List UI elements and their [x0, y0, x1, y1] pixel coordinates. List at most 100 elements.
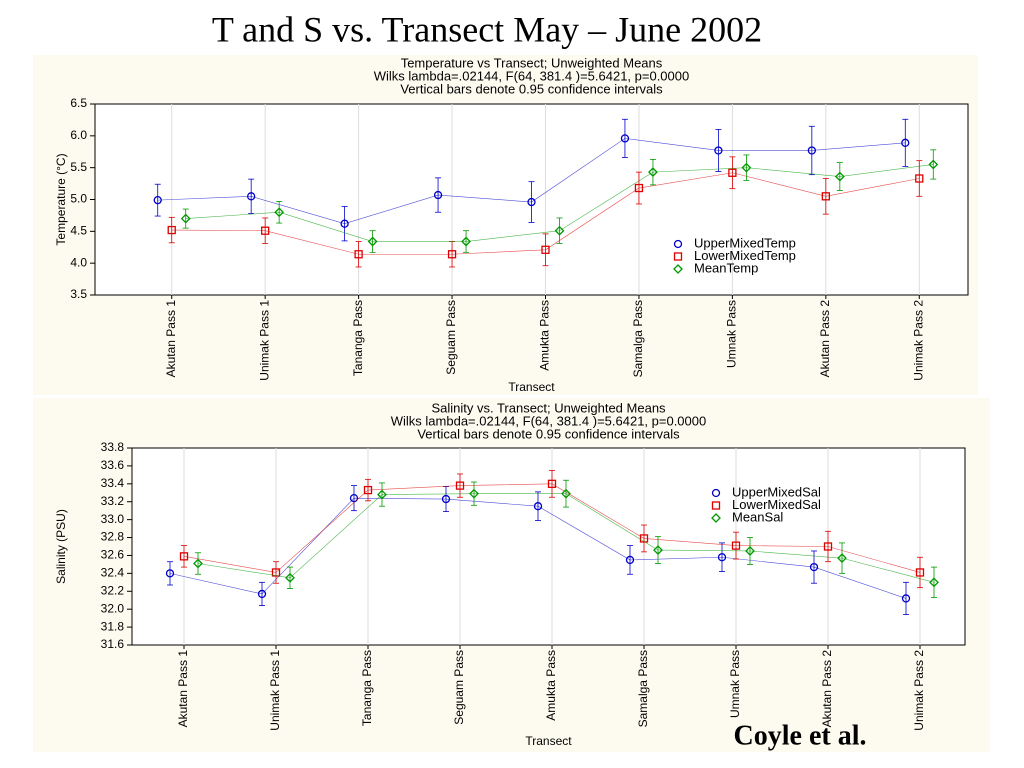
error-bar: [182, 208, 189, 229]
marker: [745, 546, 755, 556]
legend-marker: [711, 513, 721, 523]
error-bar: [435, 177, 442, 213]
y-tick-label: 33.0: [101, 512, 125, 526]
slide-title: T and S vs. Transect May – June 2002: [212, 9, 762, 49]
error-bar: [351, 485, 357, 512]
error-bar: [542, 233, 549, 267]
marker: [377, 489, 387, 500]
legend-marker: [673, 239, 683, 249]
plot-frame: [131, 447, 966, 646]
marker: [261, 226, 270, 235]
x-tick-label: Unimak Pass 2: [911, 300, 925, 381]
y-tick-label: 33.2: [101, 494, 125, 508]
y-tick-label: 31.6: [101, 637, 125, 651]
x-tick-label: Akutan Pass 2: [818, 300, 832, 378]
error-bar: [463, 230, 470, 253]
y-tick-label: 6.0: [70, 128, 87, 142]
marker: [915, 174, 924, 183]
marker: [915, 568, 925, 577]
error-bar: [836, 162, 843, 191]
error-bar: [822, 178, 829, 215]
marker: [901, 594, 911, 603]
error-bar: [341, 206, 348, 242]
marker: [167, 225, 176, 235]
marker: [928, 159, 939, 170]
error-bar: [365, 478, 371, 502]
y-tick-label: 31.8: [101, 619, 125, 633]
legend-marker: [711, 501, 721, 510]
error-bar: [655, 536, 661, 564]
marker: [461, 236, 471, 247]
x-tick-label: Tananga Pass: [351, 300, 365, 376]
credit: Coyle et al.: [734, 720, 867, 751]
y-tick-label: 4.0: [70, 255, 87, 269]
marker: [349, 493, 359, 503]
x-axis-label: Transect: [525, 734, 572, 748]
error-bar: [825, 530, 831, 563]
marker: [714, 146, 723, 155]
error-bar: [248, 178, 255, 214]
x-tick-label: Samalga Pass: [636, 650, 650, 727]
marker: [634, 183, 644, 193]
chart-subtitle: Wilks lambda=.02144, F(64, 381.4 )=5.642…: [391, 413, 706, 428]
error-bar: [747, 537, 753, 565]
marker: [653, 545, 663, 556]
error-bar: [839, 542, 845, 574]
error-bar: [168, 216, 175, 244]
marker: [823, 542, 833, 551]
error-bar: [930, 149, 937, 180]
error-bar: [287, 566, 293, 589]
y-axis-label: Temperature (°C): [54, 153, 68, 245]
y-tick-label: 33.4: [101, 476, 125, 490]
error-bar: [563, 479, 569, 508]
x-tick-label: Unimak Pass 2: [912, 650, 926, 731]
x-tick-label: Amukta Pass: [544, 650, 558, 721]
x-tick-label: Seguam Pass: [452, 650, 466, 725]
y-tick-label: 32.4: [101, 566, 125, 580]
error-bar: [621, 118, 628, 158]
error-bar: [556, 217, 563, 244]
y-tick-label: 33.8: [101, 440, 125, 454]
marker: [620, 134, 630, 143]
y-tick-label: 3.5: [70, 287, 87, 301]
legend-label: UpperMixedSal: [732, 484, 821, 499]
error-bar: [273, 561, 279, 584]
error-bar: [627, 545, 633, 575]
marker: [809, 562, 819, 572]
x-tick-label: Samalga Pass: [631, 300, 645, 377]
error-bar: [715, 129, 722, 172]
marker: [728, 168, 737, 177]
marker: [257, 589, 267, 599]
marker: [901, 138, 910, 147]
y-tick-label: 5.0: [70, 192, 87, 206]
error-bar: [649, 158, 656, 186]
legend-marker: [673, 264, 683, 274]
error-bar: [154, 183, 161, 217]
marker: [807, 146, 816, 155]
error-bar: [808, 125, 815, 176]
x-tick-label: Akutan Pass 2: [820, 650, 834, 728]
x-tick-label: Unimak Pass 1: [268, 650, 282, 731]
error-bar: [931, 566, 937, 598]
legend-label: MeanSal: [732, 509, 783, 524]
legend-marker: [673, 252, 683, 261]
marker: [455, 481, 465, 490]
marker: [441, 494, 451, 504]
marker: [561, 488, 571, 499]
error-bar: [355, 241, 362, 268]
marker: [179, 552, 189, 561]
error-bar: [902, 118, 909, 167]
x-axis-label: Transect: [508, 380, 555, 394]
error-bar: [195, 552, 201, 575]
legend-marker: [711, 488, 721, 498]
error-bar: [811, 550, 817, 584]
marker: [533, 502, 543, 511]
marker: [547, 479, 557, 488]
legend-label: MeanTemp: [694, 260, 758, 275]
chart-subtitle: Vertical bars denote 0.95 confidence int…: [417, 426, 680, 441]
error-bar: [729, 156, 736, 190]
marker: [180, 213, 191, 224]
error-bar: [276, 201, 283, 224]
y-axis-label: Salinity (PSU): [54, 509, 68, 584]
error-bar: [457, 473, 463, 498]
